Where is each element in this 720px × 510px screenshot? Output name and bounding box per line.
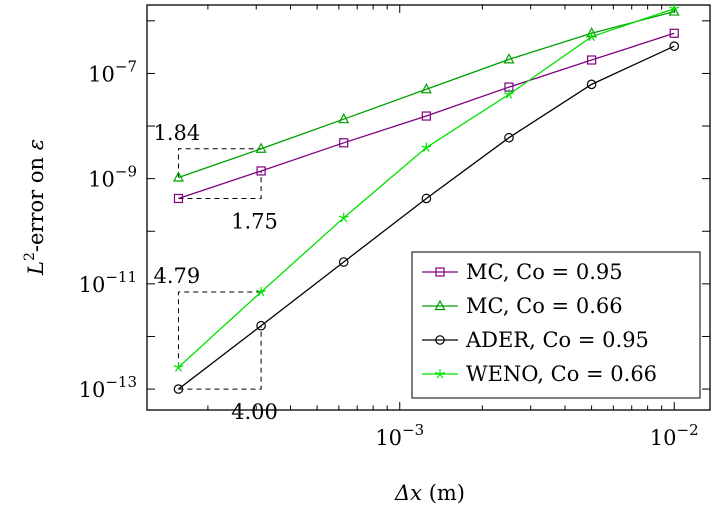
data-point xyxy=(434,299,446,311)
data-point xyxy=(256,320,266,331)
series-line xyxy=(178,45,675,390)
data-point xyxy=(173,362,184,372)
data-point xyxy=(172,171,184,182)
data-point xyxy=(435,267,445,277)
data-point xyxy=(421,111,431,121)
data-point xyxy=(435,335,445,345)
y-tick-label: 10−9 xyxy=(88,163,137,192)
data-point xyxy=(504,89,514,99)
y-axis-label: L2-error on ε xyxy=(22,139,48,276)
slope-guide xyxy=(178,170,262,199)
series-star xyxy=(173,3,680,372)
data-point xyxy=(504,132,514,143)
legend-item: ADER, Co = 0.95 xyxy=(422,328,649,352)
slope-label: 1.75 xyxy=(231,209,278,233)
series-line xyxy=(178,32,675,200)
data-point xyxy=(435,369,445,379)
data-point xyxy=(586,79,597,90)
data-point xyxy=(421,142,432,152)
data-point xyxy=(256,166,266,176)
series-group xyxy=(172,3,680,394)
data-point xyxy=(503,53,515,64)
legend-label: ADER, Co = 0.95 xyxy=(465,328,649,352)
data-point xyxy=(338,112,350,124)
data-point xyxy=(586,31,597,42)
slope-guides: 1.84 1.75 4.79 4.00 xyxy=(153,121,277,424)
y-tick-label: 10−11 xyxy=(79,268,137,297)
legend-item: MC, Co = 0.66 xyxy=(422,294,623,318)
y-tick-label: 10−13 xyxy=(79,373,137,402)
x-tick-label: 10−3 xyxy=(375,421,424,450)
legend: MC, Co = 0.95 MC, Co = 0.66 ADER, Co = 0.9… xyxy=(411,251,701,399)
data-point xyxy=(586,55,597,65)
data-point xyxy=(339,138,349,148)
data-point xyxy=(421,193,432,204)
data-point xyxy=(338,212,349,223)
data-point xyxy=(173,384,184,394)
legend-label: MC, Co = 0.66 xyxy=(466,294,623,318)
legend-items: MC, Co = 0.95 MC, Co = 0.66 ADER, Co = 0.9… xyxy=(422,260,657,386)
plot-frame xyxy=(146,4,711,411)
axis-ticks xyxy=(147,5,710,410)
slope-label: 4.00 xyxy=(231,400,278,424)
axis-tick-labels: 10−3 10−2 10−13 10−11 10−9 10−7 xyxy=(79,57,699,450)
legend-label: MC, Co = 0.95 xyxy=(466,260,623,284)
legend-item: MC, Co = 0.95 xyxy=(422,260,623,284)
data-point xyxy=(338,257,349,267)
slope-label: 1.84 xyxy=(153,121,200,145)
data-point xyxy=(669,41,680,51)
data-point xyxy=(255,142,267,153)
legend-item: WENO, Co = 0.66 xyxy=(422,362,657,386)
series-line xyxy=(178,10,675,179)
series-circle xyxy=(173,41,680,394)
series-square xyxy=(173,28,679,204)
data-point xyxy=(420,82,432,94)
data-point xyxy=(669,3,680,14)
legend-box xyxy=(411,251,701,399)
x-tick-label: 10−2 xyxy=(650,421,699,450)
legend-label: WENO, Co = 0.66 xyxy=(466,362,657,386)
y-tick-label: 10−7 xyxy=(88,57,137,86)
data-point xyxy=(669,28,679,38)
slope-guide xyxy=(177,148,262,178)
data-point xyxy=(173,193,184,204)
data-point xyxy=(256,287,267,297)
slope-guide xyxy=(177,291,262,368)
slope-label: 4.79 xyxy=(153,264,200,288)
x-axis-label: Δx (m) xyxy=(394,481,465,505)
slope-guide xyxy=(178,325,262,390)
